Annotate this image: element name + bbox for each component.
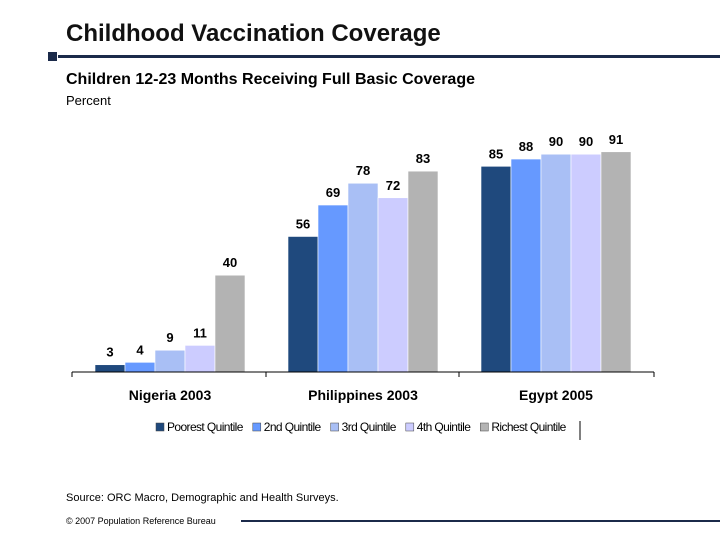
bar [317,204,349,373]
bar [287,236,319,373]
data-label: 40 [223,255,237,270]
legend-swatch [330,422,339,432]
legend-swatch [405,422,415,432]
data-label: 4 [136,342,144,357]
data-label: 11 [193,325,207,340]
legend-entry: Richest Quintile [491,420,566,434]
legend-swatch [252,422,262,432]
x-tick-label: Egypt 2005 [519,387,593,403]
x-tick-label: Nigeria 2003 [129,387,212,403]
bar [407,170,439,373]
chart-title: Children 12-23 Months Receiving Full Bas… [66,71,475,88]
copyright-note: © 2007 Population Reference Bureau [66,516,216,526]
legend-swatch [155,422,165,432]
source-note: Source: ORC Macro, Demographic and Healt… [66,492,339,504]
bar [94,364,126,373]
data-label: 91 [609,132,623,147]
bar-chart: 3 4 9 11 40 56 69 78 72 83 85 88 90 90 91 Nigeria 2003 P… [71,132,655,440]
title-rule [58,55,720,58]
data-label: 9 [166,330,173,345]
data-label: 85 [489,146,503,161]
data-label: 83 [416,151,430,166]
bar [154,349,186,373]
bar [510,158,542,373]
data-label: 72 [386,178,400,193]
legend-entry: 2nd Quintile [264,420,322,434]
data-label: 90 [549,134,563,149]
page-title: Childhood Vaccination Coverage [66,20,441,47]
x-tick-label: Philippines 2003 [308,387,418,403]
legend-entry: 3rd Quintile [342,420,397,434]
footer-rule [241,520,720,522]
bar [480,166,512,373]
bar [600,151,632,373]
y-axis-label: Percent [66,93,111,108]
data-label: 3 [106,345,113,360]
data-label: 69 [326,185,340,200]
legend-entry: Poorest Quintile [167,420,244,434]
bar [570,153,602,373]
legend-entry: 4th Quintile [417,420,471,434]
bar [124,362,156,373]
data-label: 88 [519,139,533,154]
data-label: 90 [579,134,593,149]
bar [184,345,216,373]
data-label: 56 [296,216,310,231]
data-label: 78 [356,163,370,178]
legend-swatch [480,422,489,432]
title-rule-marker [48,52,57,61]
bar [347,182,379,373]
bar [214,274,246,373]
bar [540,153,572,373]
bar [377,197,409,373]
